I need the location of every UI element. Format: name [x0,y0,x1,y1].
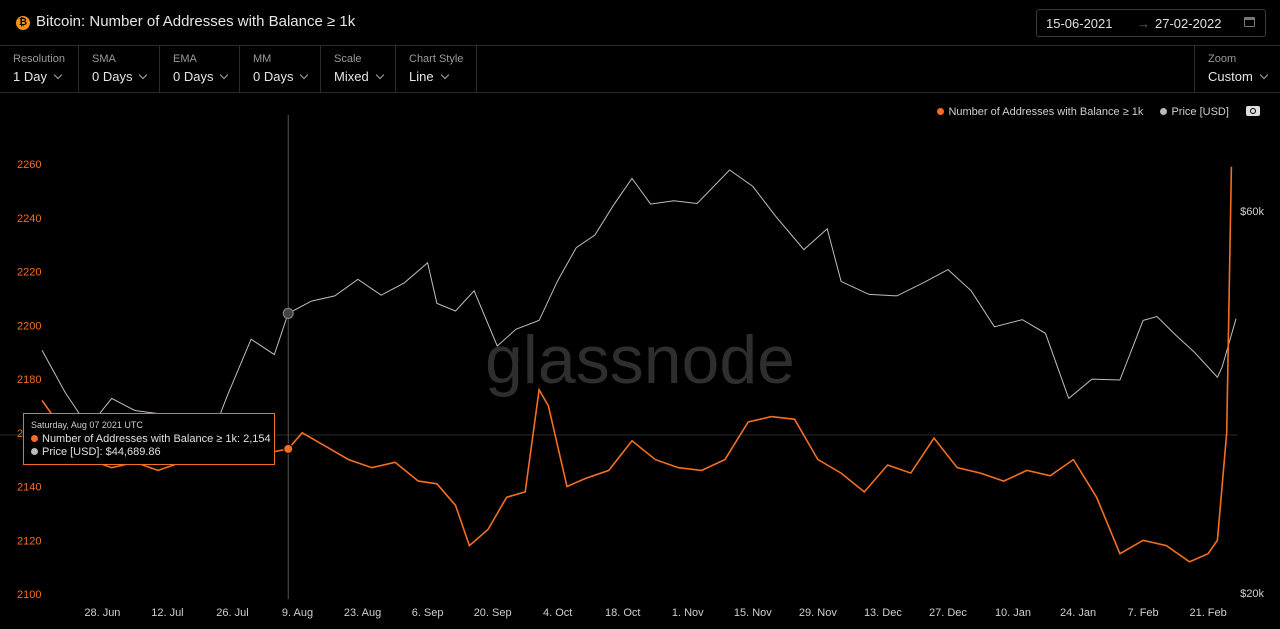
y-right-tick-label: $60k [1240,206,1264,218]
ema-dropdown[interactable]: EMA 0 Days [160,46,240,92]
tooltip-dot-addresses [31,435,38,442]
y-left-tick-label: 2140 [17,482,41,494]
watermark: glassnode [485,322,795,398]
y-axis-left: 210021202140216021802200222022402260 [17,159,41,601]
sma-label: SMA [92,53,116,65]
legend-item-addresses[interactable]: Number of Addresses with Balance ≥ 1k [937,106,1143,118]
scale-dropdown[interactable]: Scale Mixed [321,46,396,92]
scale-label: Scale [334,53,362,65]
legend-dot-price [1160,108,1168,115]
bitcoin-icon: ₿ [16,16,30,30]
ema-value[interactable]: 0 Days [173,69,229,84]
x-tick-label: 24. Jan [1060,607,1096,619]
zoom-label: Zoom [1208,53,1237,65]
x-tick-label: 12. Jul [151,607,183,619]
resolution-dropdown[interactable]: Resolution 1 Day [0,46,79,92]
ema-label: EMA [173,53,197,65]
x-tick-label: 20. Sep [474,607,512,619]
x-tick-label: 29. Nov [799,607,837,619]
y-left-tick-label: 2260 [17,159,41,171]
y-axis-right: $20k $60k [1240,206,1264,600]
calendar-icon[interactable] [1244,17,1255,27]
x-tick-label: 15. Nov [734,607,772,619]
zoom-value[interactable]: Custom [1208,69,1269,84]
tooltip-dot-price [31,448,38,455]
scale-value[interactable]: Mixed [334,69,384,84]
y-left-tick-label: 2240 [17,213,41,225]
zoom-dropdown[interactable]: Zoom Custom [1194,46,1280,92]
mm-dropdown[interactable]: MM 0 Days [240,46,321,92]
chevron-down-icon [220,70,229,80]
chevron-down-icon [1259,70,1269,80]
y-right-tick-label: $20k [1240,588,1264,600]
sma-value[interactable]: 0 Days [92,69,148,84]
x-tick-label: 1. Nov [672,607,704,619]
y-left-tick-label: 2120 [17,535,41,547]
start-date-input[interactable]: 15-06-2021 [1046,16,1113,31]
x-tick-label: 21. Feb [1189,607,1226,619]
chevron-down-icon [375,70,384,80]
end-date-input[interactable]: 27-02-2022 [1155,16,1222,31]
date-range-picker[interactable]: 15-06-2021 → 27-02-2022 [1036,9,1266,37]
camera-icon[interactable] [1246,106,1260,116]
chart-style-label: Chart Style [409,53,464,65]
mm-label: MM [253,53,272,65]
x-tick-label: 9. Aug [282,607,313,619]
price-hover-marker [282,307,294,319]
y-left-tick-label: 2220 [17,267,41,279]
chart-header: ₿ Bitcoin: Number of Addresses with Bala… [0,0,1280,46]
tooltip-row-addresses: Number of Addresses with Balance ≥ 1k: 2… [31,433,271,446]
x-tick-label: 7. Feb [1127,607,1158,619]
tooltip-date: Saturday, Aug 07 2021 UTC [31,420,143,430]
resolution-label: Resolution [13,53,65,65]
chevron-down-icon [300,70,309,80]
legend-label-addresses: Number of Addresses with Balance ≥ 1k [948,106,1144,118]
legend-item-price[interactable]: Price [USD] [1160,106,1229,118]
x-tick-label: 27. Dec [929,607,967,619]
x-tick-label: 13. Dec [864,607,902,619]
price-series-line [41,169,1237,456]
addresses-hover-marker [283,443,294,454]
chevron-down-icon [440,70,449,80]
y-left-tick-label: 2100 [17,589,41,601]
x-tick-label: 23. Aug [344,607,381,619]
x-axis: 28. Jun 12. Jul 26. Jul 9. Aug 23. Aug 6. Sep… [84,607,1226,619]
hover-tooltip: Saturday, Aug 07 2021 UTC Number of Addr… [23,413,275,465]
chevron-down-icon [53,70,63,80]
x-tick-label: 26. Jul [216,607,248,619]
x-tick-label: 10. Jan [995,607,1031,619]
chart-toolbar: Resolution 1 Day SMA 0 Days EMA 0 Days M… [0,46,1280,93]
tooltip-row-price: Price [USD]: $44,689.86 [31,446,267,459]
chart-area[interactable]: glassnode 210021202140216021802200222022… [0,93,1280,629]
page-title: Bitcoin: Number of Addresses with Balanc… [36,13,356,30]
mm-value[interactable]: 0 Days [253,69,309,84]
y-left-tick-label: 2200 [17,320,41,332]
x-tick-label: 4. Oct [543,607,572,619]
sma-dropdown[interactable]: SMA 0 Days [79,46,160,92]
legend-label-price: Price [USD] [1171,106,1229,118]
resolution-value[interactable]: 1 Day [13,69,63,84]
chart-style-value[interactable]: Line [409,69,449,84]
x-tick-label: 6. Sep [412,607,444,619]
arrow-right-icon: → [1137,16,1150,31]
chart-legend: Number of Addresses with Balance ≥ 1k Pr… [937,105,1260,118]
y-left-tick-label: 2180 [17,374,41,386]
x-tick-label: 28. Jun [84,607,120,619]
x-tick-label: 18. Oct [605,607,640,619]
chart-style-dropdown[interactable]: Chart Style Line [396,46,477,92]
legend-dot-addresses [937,108,945,115]
chevron-down-icon [139,70,148,80]
